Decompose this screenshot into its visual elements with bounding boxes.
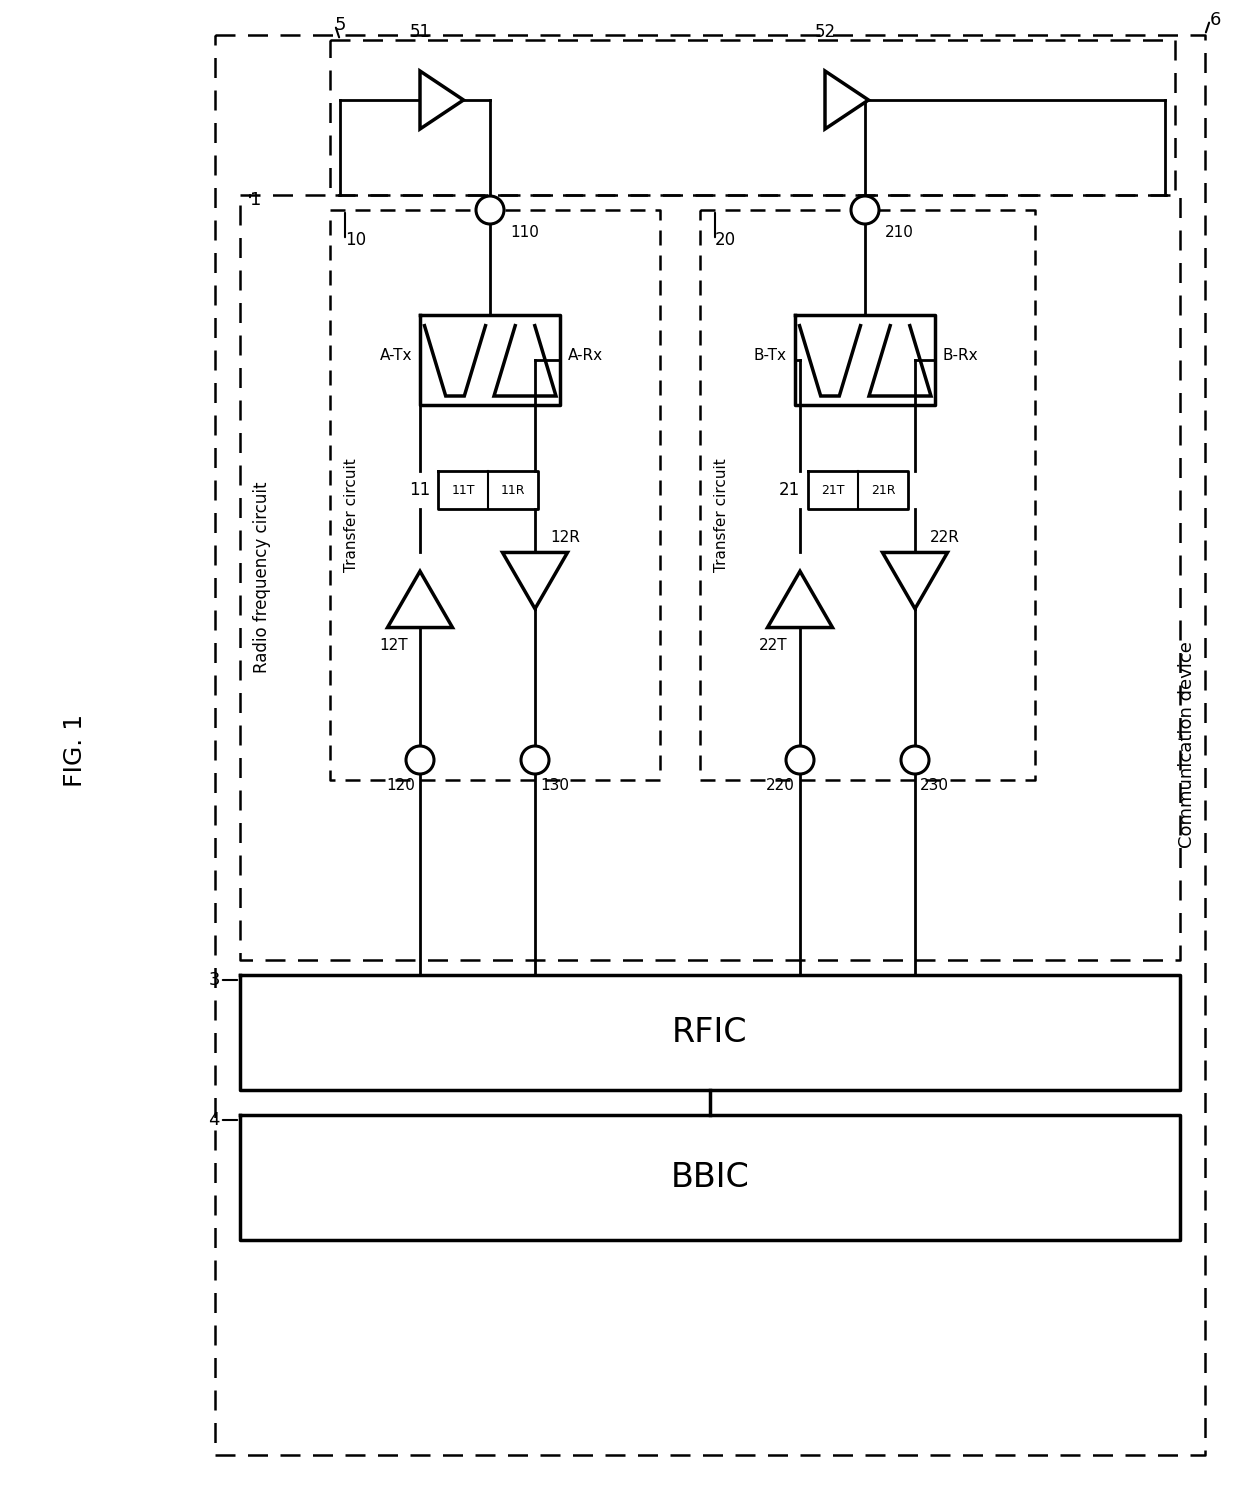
- Text: 10: 10: [345, 231, 366, 249]
- Text: 11T: 11T: [451, 483, 475, 496]
- Polygon shape: [825, 72, 868, 130]
- Text: 11: 11: [409, 481, 430, 499]
- Text: 230: 230: [920, 778, 949, 793]
- Text: 21: 21: [779, 481, 800, 499]
- Circle shape: [901, 746, 929, 773]
- Text: A-Tx: A-Tx: [379, 347, 412, 362]
- Text: 220: 220: [766, 778, 795, 793]
- Text: 22R: 22R: [930, 530, 960, 545]
- Text: B-Rx: B-Rx: [942, 347, 978, 362]
- Text: B-Tx: B-Tx: [754, 347, 787, 362]
- Text: 12R: 12R: [551, 530, 580, 545]
- Text: 22T: 22T: [759, 638, 787, 653]
- Circle shape: [476, 197, 503, 224]
- Text: 20: 20: [715, 231, 737, 249]
- Text: 120: 120: [386, 778, 415, 793]
- Text: 21R: 21R: [870, 483, 895, 496]
- Text: Transfer circuit: Transfer circuit: [345, 457, 360, 572]
- Polygon shape: [502, 553, 568, 609]
- Text: Radio frequency circuit: Radio frequency circuit: [253, 481, 272, 673]
- Polygon shape: [883, 553, 947, 609]
- Text: 6: 6: [1210, 10, 1221, 28]
- Circle shape: [405, 746, 434, 773]
- Circle shape: [851, 197, 879, 224]
- Circle shape: [521, 746, 549, 773]
- Text: A-Rx: A-Rx: [568, 347, 603, 362]
- Text: 21T: 21T: [821, 483, 844, 496]
- Text: 1: 1: [250, 191, 262, 209]
- Polygon shape: [420, 72, 464, 130]
- Text: 3: 3: [208, 971, 219, 989]
- Text: 5: 5: [335, 16, 346, 34]
- Text: FIG. 1: FIG. 1: [63, 714, 87, 787]
- Text: 4: 4: [208, 1112, 219, 1129]
- Text: 11R: 11R: [501, 483, 526, 496]
- Text: Communication device: Communication device: [1178, 642, 1197, 848]
- Text: RFIC: RFIC: [672, 1016, 748, 1049]
- Text: 52: 52: [815, 22, 836, 42]
- Text: 51: 51: [410, 22, 432, 42]
- Text: Transfer circuit: Transfer circuit: [714, 457, 729, 572]
- Polygon shape: [387, 571, 453, 627]
- Text: 12T: 12T: [379, 638, 408, 653]
- Text: 110: 110: [510, 225, 539, 240]
- Polygon shape: [768, 571, 832, 627]
- Text: 130: 130: [539, 778, 569, 793]
- Text: 210: 210: [885, 225, 914, 240]
- Text: BBIC: BBIC: [671, 1161, 749, 1193]
- Circle shape: [786, 746, 813, 773]
